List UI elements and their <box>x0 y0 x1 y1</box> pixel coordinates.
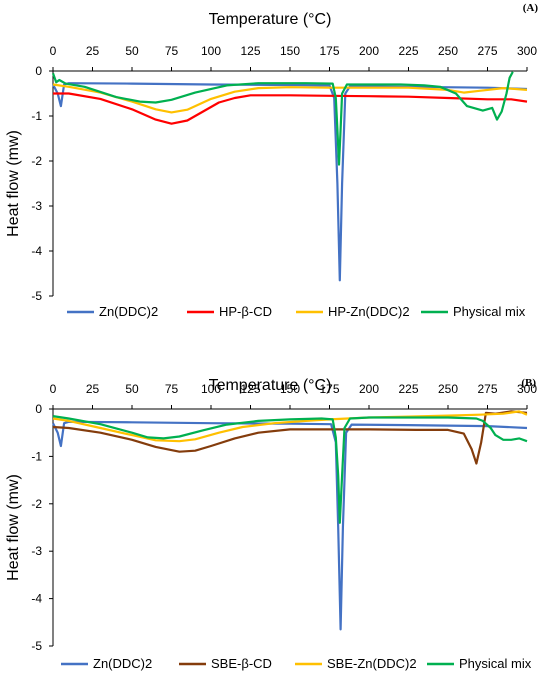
series-line-0 <box>52 420 528 631</box>
x-tick-label: 175 <box>319 44 339 58</box>
x-tick-label: 25 <box>86 382 100 396</box>
x-tick-label: 25 <box>86 44 100 58</box>
y-axis-title: Heat flow (mw) <box>5 474 22 581</box>
x-axis-title: Temperature (°C) <box>209 377 332 394</box>
x-tick-label: 100 <box>201 382 221 396</box>
panel-b: 0 25 50 75 100 125 150 175 200 225 250 275 300 0 -1 -2 -… <box>5 377 537 671</box>
y-tick-label: -5 <box>31 289 42 303</box>
x-tick-label: 100 <box>201 44 221 58</box>
panel-label: (A) <box>523 2 539 14</box>
y-tick-label: -2 <box>31 154 42 168</box>
series-line-3 <box>52 415 528 524</box>
legend-label: HP-Zn(DDC)2 <box>328 304 410 319</box>
y-tick-label: 0 <box>35 402 42 416</box>
x-axis-title: Temperature (°C) <box>209 11 332 28</box>
legend-label: Zn(DDC)2 <box>93 656 152 671</box>
x-tick-label: 75 <box>165 44 179 58</box>
y-tick-label: 0 <box>35 64 42 78</box>
x-tick-label: 125 <box>240 382 260 396</box>
x-tick-label: 225 <box>398 44 418 58</box>
x-tick-label: 300 <box>517 44 537 58</box>
series-line-2 <box>52 83 528 114</box>
x-tick-label: 200 <box>359 44 379 58</box>
x-tick-label: 175 <box>319 382 339 396</box>
x-tick-label: 150 <box>280 382 300 396</box>
y-tick-label: -1 <box>31 449 42 463</box>
y-tick-label: -5 <box>31 639 42 653</box>
series-line-3 <box>51 71 514 166</box>
x-tick-label: 0 <box>50 44 57 58</box>
y-axis-title: Heat flow (mw) <box>5 130 22 237</box>
y-tick-label: -3 <box>31 199 42 213</box>
series-line-1 <box>53 92 528 125</box>
x-tick-label: 50 <box>125 382 139 396</box>
x-tick-label: 300 <box>517 382 537 396</box>
legend-label: Zn(DDC)2 <box>99 304 158 319</box>
series-line-1 <box>52 410 528 465</box>
panel-a: 0 25 50 75 100 125 150 175 200 225 250 275 300 0 -1 -2 -… <box>5 2 538 319</box>
series-line-0 <box>52 82 528 282</box>
x-tick-label: 225 <box>398 382 418 396</box>
legend-label: Physical mix <box>459 656 532 671</box>
panel-label: (B) <box>521 377 536 389</box>
x-tick-label: 125 <box>240 44 260 58</box>
y-tick-label: -3 <box>31 544 42 558</box>
x-tick-label: 275 <box>477 44 497 58</box>
x-tick-label: 250 <box>438 382 458 396</box>
x-tick-label: 0 <box>50 382 57 396</box>
x-tick-label: 75 <box>165 382 179 396</box>
x-tick-label: 200 <box>359 382 379 396</box>
x-tick-label: 250 <box>438 44 458 58</box>
legend-label: SBE-β-CD <box>211 656 272 671</box>
x-tick-label: 150 <box>280 44 300 58</box>
y-tick-label: -2 <box>31 497 42 511</box>
legend-label: Physical mix <box>453 304 526 319</box>
legend-label: SBE-Zn(DDC)2 <box>327 656 417 671</box>
x-tick-label: 50 <box>125 44 139 58</box>
y-tick-label: -1 <box>31 109 42 123</box>
x-tick-label: 275 <box>477 382 497 396</box>
series-line-2 <box>52 410 528 443</box>
legend-label: HP-β-CD <box>219 304 272 319</box>
y-tick-label: -4 <box>31 592 42 606</box>
y-tick-label: -4 <box>31 244 42 258</box>
